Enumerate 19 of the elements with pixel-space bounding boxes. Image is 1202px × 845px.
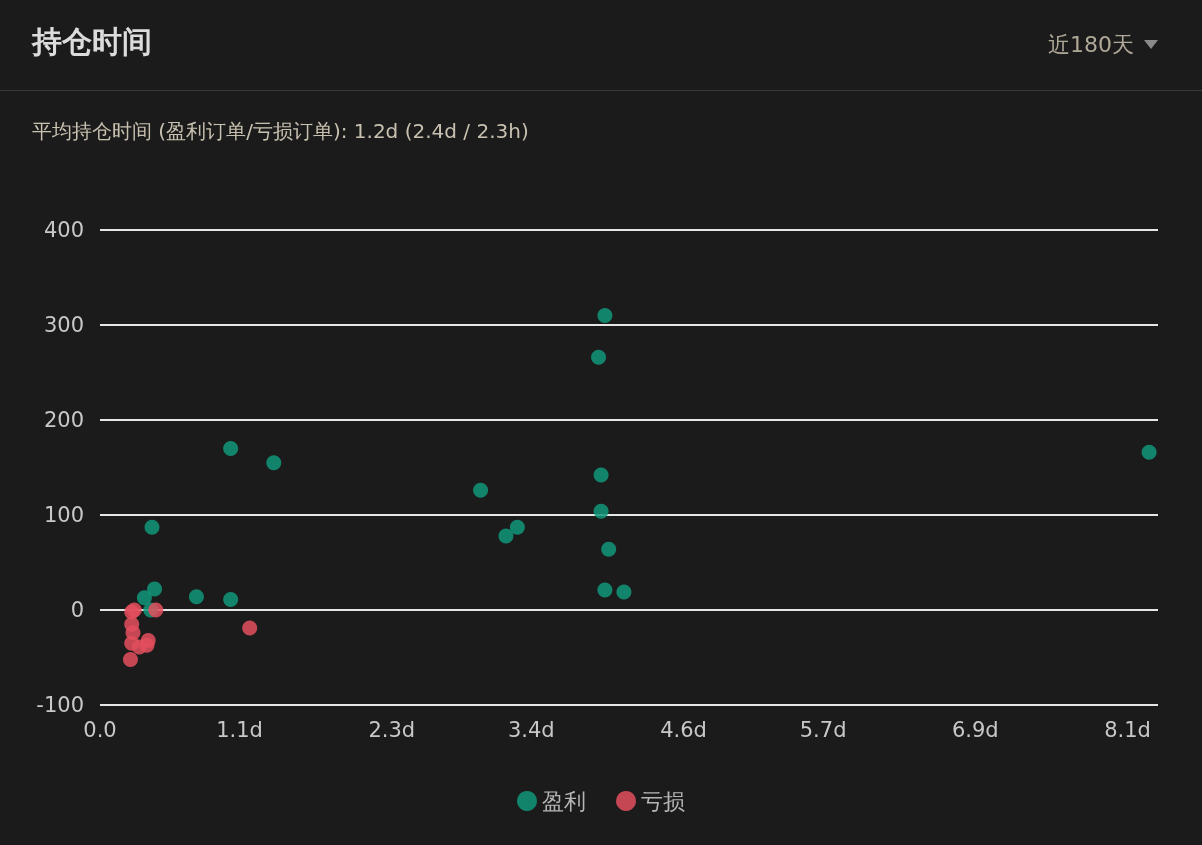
text: 近180天 xyxy=(1048,31,1134,59)
x-tick-label: 1.1d xyxy=(216,717,263,742)
x-tick-label: 4.6d xyxy=(660,717,707,742)
x-tick-label: 0.0 xyxy=(83,717,117,742)
y-tick-label: -100 xyxy=(36,693,84,717)
x-tick-label: 8.1d xyxy=(1104,717,1151,742)
x-tick-label: 3.4d xyxy=(507,717,555,742)
y-tick-label: 300 xyxy=(43,313,84,337)
chart-subtitle: 平均持仓时间 (盈利订单/亏损订单): 1.2d (2.4d / 2.3h) xyxy=(32,118,529,145)
x-tick-label: 5.7d xyxy=(799,717,847,742)
x-tick-label: 2.3d xyxy=(368,717,416,742)
legend-label: 盈利 xyxy=(542,788,586,814)
y-tick-label: 0 xyxy=(70,598,84,622)
chart-title: 持仓时间 xyxy=(32,23,152,61)
x-tick-label: 6.9d xyxy=(951,717,999,742)
y-tick-label: 400 xyxy=(43,218,84,242)
y-tick-label: 200 xyxy=(43,408,84,432)
y-tick-label: 100 xyxy=(43,503,84,527)
legend-label: 亏损 xyxy=(641,788,685,814)
